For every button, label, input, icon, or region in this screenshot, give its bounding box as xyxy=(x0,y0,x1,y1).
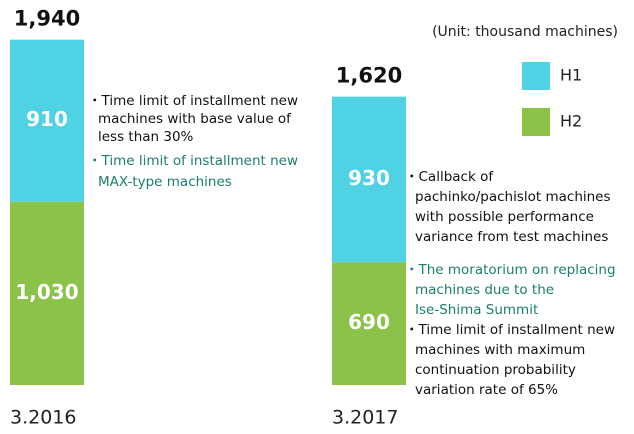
annotation-line: ・Time limit of installment new xyxy=(88,93,298,109)
unit-label: (Unit: thousand machines) xyxy=(432,24,618,40)
annotation-line: ・Callback of xyxy=(405,169,494,185)
bar-segment xyxy=(332,262,406,385)
annotation-line: ・Time limit of installment new xyxy=(88,153,298,169)
annotation-line: continuation probability xyxy=(415,362,576,378)
bar-segment xyxy=(332,96,406,263)
annotation-line: variation rate of 65% xyxy=(415,382,558,398)
value-label: 930 xyxy=(348,166,390,190)
annotation-line: Ise-Shima Summit xyxy=(415,302,538,318)
legend-label: H2 xyxy=(560,112,582,131)
annotation-line: ・The moratorium on replacing xyxy=(405,262,616,278)
annotation-line: less than 30% xyxy=(98,129,194,145)
total-label: 1,620 xyxy=(336,64,402,88)
legend-swatch xyxy=(522,108,550,136)
value-label: 1,030 xyxy=(15,280,78,304)
x-tick-label: 3.2016 xyxy=(10,407,76,429)
legend-label: H1 xyxy=(560,66,582,85)
annotation-line: variance from test machines xyxy=(415,229,608,245)
x-tick-label: 3.2017 xyxy=(332,407,398,429)
total-label: 1,940 xyxy=(14,7,80,31)
value-label: 690 xyxy=(348,310,390,334)
legend-swatch xyxy=(522,62,550,90)
annotation-line: machines with base value of xyxy=(98,111,292,127)
annotation-line: machines with maximum xyxy=(415,342,585,358)
annotation-line: pachinko/pachislot machines xyxy=(415,189,611,205)
annotation-line: MAX-type machines xyxy=(98,174,232,190)
annotation-line: with possible performance xyxy=(415,209,594,225)
value-label: 910 xyxy=(26,107,68,131)
annotation-line: machines due to the xyxy=(415,282,554,298)
bar-segment xyxy=(10,201,84,385)
bar-segment xyxy=(10,39,84,202)
annotation-line: ・Time limit of installment new xyxy=(405,322,615,338)
